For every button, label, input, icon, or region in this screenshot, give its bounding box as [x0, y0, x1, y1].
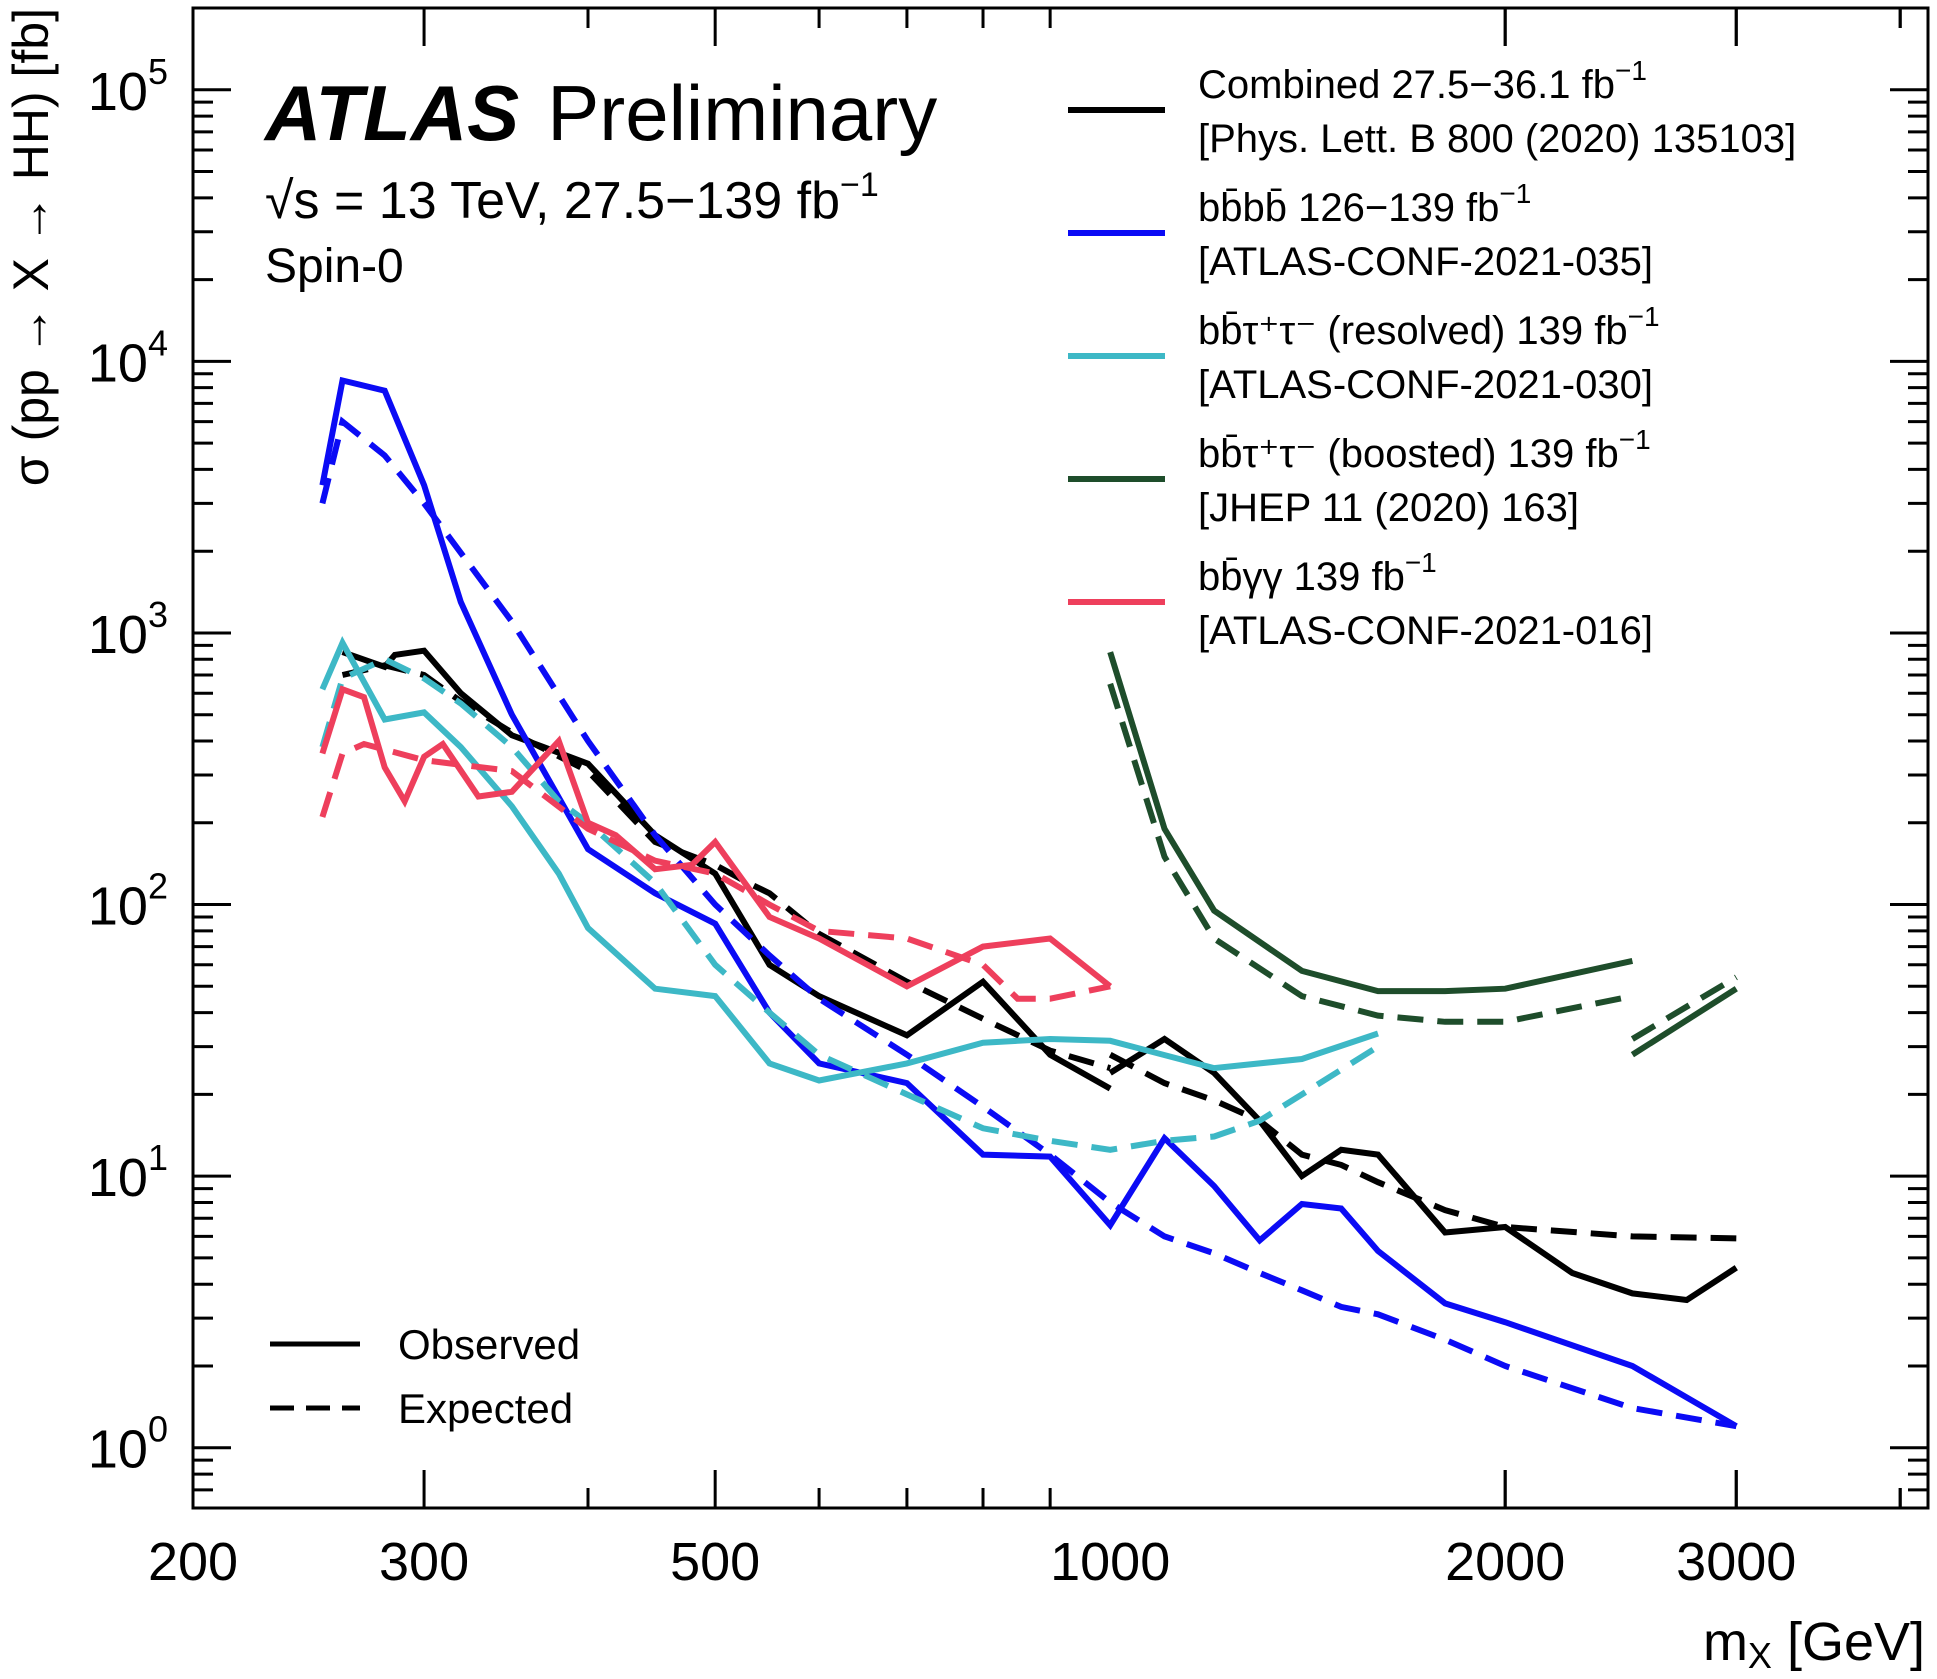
- y-tick-label: 101: [88, 1137, 168, 1208]
- legend-reference-combined: [Phys. Lett. B 800 (2020) 135103]: [1198, 117, 1796, 161]
- series-line-bbtautau_boosted-dashed: [1630, 974, 1738, 1042]
- x-tick-labels: 200 300 500 1000 2000 3000: [148, 1532, 1796, 1592]
- legend-label-bbyy: bb̄γγ 139 fb−1: [1198, 547, 1437, 599]
- legend-reference-bbbb: [ATLAS-CONF-2021-035]: [1198, 240, 1653, 284]
- legend-reference-bbtautau_resolved: [ATLAS-CONF-2021-030]: [1198, 363, 1653, 407]
- x-tick-label: 500: [670, 1532, 760, 1592]
- y-tick-label: 102: [88, 866, 168, 937]
- series-lines: [319, 376, 1738, 1430]
- y-tick-label: 103: [88, 594, 168, 665]
- series-line-bbbb-solid: [319, 376, 1738, 1429]
- axis-ticks: [191, 6, 1928, 1510]
- style-legend: Observed Expected: [270, 1321, 580, 1432]
- series-line-bbtautau_boosted-dashed: [1107, 682, 1633, 1025]
- x-axis-subscript: X: [1748, 1635, 1772, 1676]
- energy-text: √s = 13 TeV, 27.5−139 fb: [265, 172, 840, 230]
- series-line-bbbb-dashed: [319, 416, 1737, 1430]
- legend-reference-bbyy: [ATLAS-CONF-2021-016]: [1198, 609, 1653, 653]
- series-line-combined-dashed: [1108, 1052, 1737, 1242]
- y-tick-label: 100: [88, 1409, 168, 1480]
- x-tick-label: 3000: [1676, 1532, 1796, 1592]
- y-axis-label: σ (pp → X → HH) [fb]: [3, 8, 59, 486]
- legend-reference-bbtautau_boosted: [JHEP 11 (2020) 163]: [1198, 486, 1579, 530]
- x-tick-label: 1000: [1050, 1532, 1170, 1592]
- legend-label-bbtautau_resolved: bb̄τ⁺τ⁻ (resolved) 139 fb−1: [1198, 301, 1660, 353]
- x-tick-label: 2000: [1445, 1532, 1565, 1592]
- legend-label-combined: Combined 27.5−36.1 fb−1: [1198, 55, 1647, 107]
- spin-annotation: Spin-0: [265, 240, 404, 293]
- x-axis-unit: [GeV]: [1772, 1612, 1925, 1672]
- y-tick-labels: 100 101 102 103 104 105: [88, 51, 168, 1480]
- plot-frame: [191, 6, 1930, 1510]
- energy-superscript: −1: [840, 166, 879, 204]
- y-tick-label: 104: [88, 322, 168, 393]
- style-legend-expected: Expected: [398, 1385, 573, 1432]
- series-line-bbtautau_boosted-solid: [1630, 986, 1738, 1058]
- atlas-status: Preliminary: [547, 69, 937, 157]
- series-line-bbyy-solid: [319, 685, 1113, 990]
- series-line-bbtautau_boosted-solid: [1107, 651, 1634, 995]
- series-line-bbtautau_resolved-solid: [319, 635, 1379, 1084]
- atlas-label: ATLAS Preliminary: [263, 69, 937, 157]
- series-line-combined-solid: [1108, 1035, 1738, 1304]
- x-axis-label: mX [GeV]: [1703, 1612, 1925, 1676]
- y-tick-label: 105: [88, 51, 168, 122]
- series-line-combined-solid: [341, 647, 1112, 1092]
- x-tick-label: 200: [148, 1532, 238, 1592]
- legend-label-bbtautau_boosted: bb̄τ⁺τ⁻ (boosted) 139 fb−1: [1198, 424, 1651, 476]
- series-line-bbtautau_resolved-dashed: [319, 655, 1380, 1153]
- energy-annotation: √s = 13 TeV, 27.5−139 fb−1: [265, 166, 879, 230]
- legend: Combined 27.5−36.1 fb−1 [Phys. Lett. B 80…: [1068, 55, 1796, 653]
- style-legend-observed: Observed: [398, 1321, 580, 1368]
- legend-label-bbbb: bb̄bb̄ 126−139 fb−1: [1198, 178, 1531, 230]
- x-axis-symbol: m: [1703, 1612, 1748, 1672]
- x-tick-label: 300: [379, 1532, 469, 1592]
- atlas-experiment: ATLAS: [263, 69, 519, 157]
